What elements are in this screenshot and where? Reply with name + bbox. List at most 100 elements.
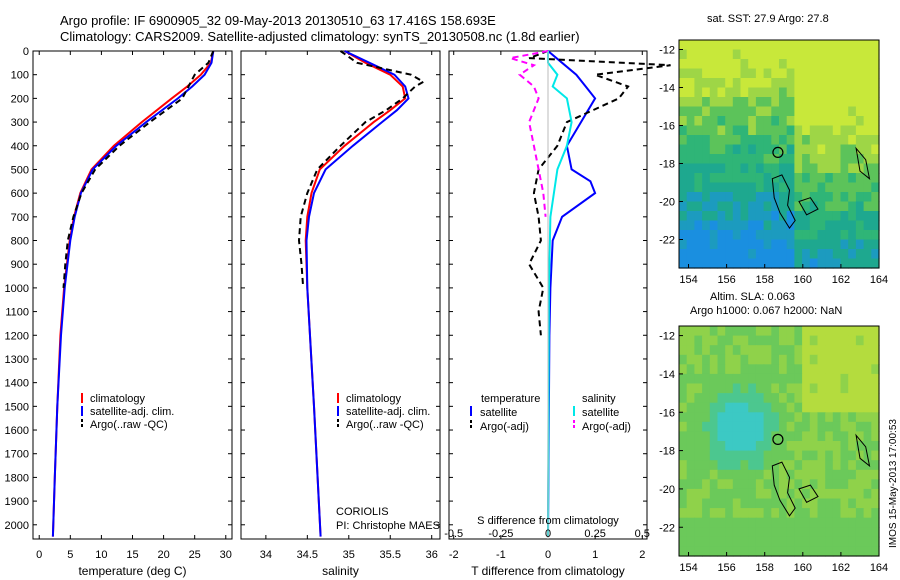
map-sla-grid-cell: [732, 441, 742, 452]
map-sla-grid-cell: [809, 402, 819, 413]
map-sst-grid-cell: [763, 116, 772, 127]
map-sst-grid-cell: [717, 68, 726, 79]
map-sla-grid-cell: [679, 402, 688, 413]
map-sla-grid-cell: [694, 431, 703, 442]
map-sst-grid-cell: [832, 78, 842, 89]
map-sla-grid-cell: [825, 412, 834, 423]
map-sla-grid-cell: [694, 508, 703, 519]
map-sst-grid-cell: [817, 68, 826, 79]
map-sst-grid-cell: [863, 97, 872, 108]
map-sst-grid-cell: [679, 106, 688, 117]
map-sla-grid-cell: [871, 412, 880, 423]
map-sst-grid-cell: [809, 125, 819, 136]
map-sst-grid-cell: [840, 201, 849, 212]
map-sla-grid-cell: [855, 354, 865, 365]
map-sla-grid-cell: [771, 508, 780, 519]
map-sla-grid-cell: [748, 402, 757, 413]
map-sst-grid-cell: [740, 173, 749, 184]
map-sla-grid-cell: [817, 402, 826, 413]
map-sla-grid-cell: [717, 460, 726, 471]
map-sst-grid-cell: [825, 87, 834, 98]
map-sla-grid-cell: [786, 536, 795, 547]
map-sla-grid-cell: [709, 364, 719, 375]
map-sla-grid-cell: [740, 498, 749, 509]
map-sst-grid-cell: [825, 201, 834, 212]
map-sst-grid-cell: [732, 78, 742, 89]
map-sst-grid-cell: [725, 144, 734, 155]
map-sla-grid-cell: [709, 345, 719, 356]
map-sla-grid-cell: [771, 527, 780, 538]
map-sla-grid-cell: [794, 326, 803, 337]
map-sst-grid-cell: [717, 135, 726, 146]
map-sst-grid-cell: [740, 258, 749, 269]
diff-xlabel: T difference from climatology: [471, 564, 625, 578]
map-sst-grid-cell: [855, 201, 865, 212]
map-sst-grid-cell: [817, 40, 826, 51]
map-sst-grid-cell: [725, 249, 734, 260]
map-sla-grid-cell: [717, 488, 726, 500]
map-sla-grid-cell: [840, 402, 849, 413]
map-sst-grid-cell: [779, 144, 788, 155]
map-sst-grid-cell: [702, 40, 711, 51]
map-sst-grid-cell: [848, 230, 857, 241]
map-sst-grid-cell: [717, 201, 726, 212]
map-sst-grid-cell: [748, 220, 757, 231]
diff-legend-salinity-head: salinity: [582, 393, 616, 405]
map-sla-grid-cell: [702, 364, 711, 375]
map-sst-grid-cell: [817, 239, 826, 250]
map-sla-grid-cell: [817, 412, 826, 423]
map-sst-grid-cell: [802, 106, 811, 117]
map-sla-grid-cell: [709, 354, 719, 365]
map-sla-grid-cell: [702, 469, 711, 480]
map-sla-grid-cell: [702, 488, 711, 500]
map-sla-grid-cell: [725, 450, 734, 461]
map-sla-grid-cell: [725, 354, 734, 365]
map-sst-grid-cell: [802, 144, 811, 155]
map-sst-grid-cell: [832, 249, 842, 260]
map-sla-grid-cell: [702, 431, 711, 442]
map-sst-grid-cell: [825, 68, 834, 79]
map-sla-grid-cell: [763, 498, 772, 509]
map-sst-grid-cell: [679, 78, 688, 89]
map-sla-grid-cell: [855, 469, 865, 480]
map-sla-grid-cell: [832, 479, 842, 490]
map-sla-grid-cell: [679, 536, 688, 547]
map-sla-axes-box: [678, 325, 880, 557]
map-sla-grid-cell: [686, 393, 695, 404]
map-sst-grid-cell: [794, 258, 803, 269]
map-sst-grid-cell: [840, 230, 849, 241]
map-sla-grid-cell: [717, 383, 726, 394]
map-sla-grid-cell: [855, 383, 865, 394]
map-sst-grid-cell: [817, 78, 826, 89]
map-sla-grid-cell: [871, 441, 880, 452]
map-sst-grid-cell: [809, 78, 819, 89]
map-sla-grid-cell: [825, 527, 834, 538]
map-sla-grid-cell: [732, 412, 742, 423]
map-sla-grid-cell: [825, 479, 834, 490]
map-sla-grid-cell: [848, 326, 857, 337]
map-sla-grid-cell: [763, 546, 772, 557]
depth-tick-label: 300: [11, 117, 29, 129]
map-sla-grid-cell: [848, 450, 857, 461]
map-sst-grid-cell: [709, 258, 719, 269]
map-sst-grid-cell: [817, 144, 826, 155]
map-sla-grid-cell: [763, 326, 772, 337]
map-sst-grid-cell: [809, 144, 819, 155]
map-sla-grid-cell: [786, 402, 795, 413]
sal-legend-label: satellite-adj. clim.: [346, 406, 430, 418]
map-sla-grid-cell: [871, 354, 880, 365]
map-sst-grid-cell: [840, 173, 849, 184]
map-sst-grid-cell: [740, 68, 749, 79]
map-sst-grid-cell: [709, 201, 719, 212]
map-sla-grid-cell: [825, 508, 834, 519]
map-sst-grid-cell: [763, 59, 772, 70]
map-sla-grid-cell: [809, 383, 819, 394]
map-sst-grid-cell: [686, 78, 695, 89]
map-sla-grid-cell: [694, 460, 703, 471]
map-sla-grid-cell: [779, 431, 788, 442]
sal-xtick-label: 36: [426, 549, 438, 561]
map-sla-grid-cell: [679, 546, 688, 557]
map-sst-grid-cell: [786, 201, 795, 212]
map-sla-xtick-label: 160: [794, 562, 812, 574]
map-sla-grid-cell: [755, 450, 765, 461]
